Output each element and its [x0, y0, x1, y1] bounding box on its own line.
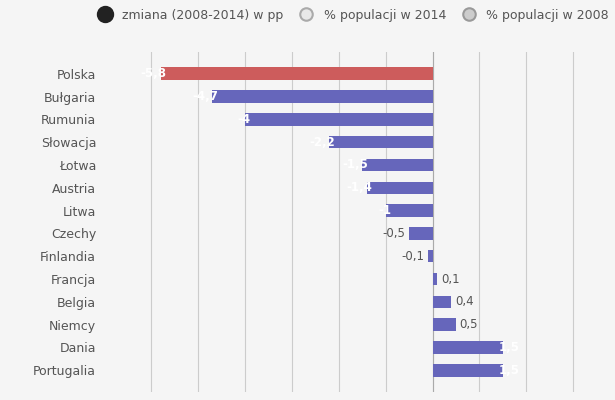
Bar — [432, 364, 503, 376]
Text: -0,5: -0,5 — [383, 227, 405, 240]
Text: -0,1: -0,1 — [401, 250, 424, 263]
Bar — [330, 136, 432, 148]
Text: 0,4: 0,4 — [455, 295, 474, 308]
Bar — [432, 341, 503, 354]
Bar — [362, 159, 432, 171]
Text: -1: -1 — [378, 204, 391, 217]
Text: -5,8: -5,8 — [140, 67, 167, 80]
Bar — [245, 113, 432, 126]
Bar — [432, 296, 451, 308]
Bar — [367, 182, 432, 194]
Bar — [161, 68, 432, 80]
Bar — [432, 318, 456, 331]
Legend: zmiana (2008-2014) w pp, % populacji w 2014, % populacji w 2008: zmiana (2008-2014) w pp, % populacji w 2… — [87, 4, 614, 27]
Bar — [409, 227, 432, 240]
Text: -1,5: -1,5 — [342, 158, 368, 172]
Text: 1,5: 1,5 — [499, 364, 520, 377]
Text: -2,2: -2,2 — [309, 136, 335, 149]
Bar — [386, 204, 432, 217]
Bar — [428, 250, 432, 262]
Text: -4: -4 — [237, 113, 251, 126]
Text: -1,4: -1,4 — [347, 181, 373, 194]
Text: -4,7: -4,7 — [192, 90, 218, 103]
Bar — [212, 90, 432, 103]
Text: 0,1: 0,1 — [441, 272, 459, 286]
Text: 0,5: 0,5 — [460, 318, 478, 331]
Bar — [432, 273, 437, 285]
Text: 1,5: 1,5 — [499, 341, 520, 354]
